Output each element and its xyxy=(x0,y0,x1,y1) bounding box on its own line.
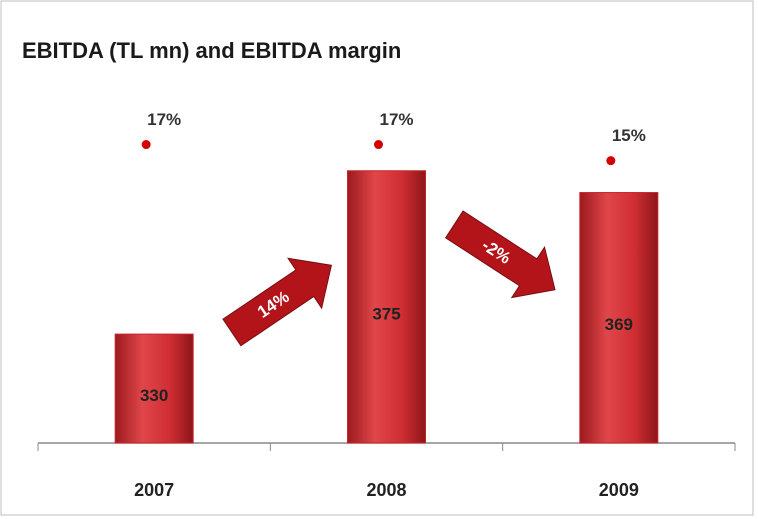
margin-dot xyxy=(373,139,384,151)
margin-dot xyxy=(605,155,617,167)
margin-label: 17% xyxy=(147,110,181,129)
margin-dot xyxy=(140,139,152,151)
x-tick-label: 2007 xyxy=(134,480,174,500)
margin-label: 15% xyxy=(612,126,646,145)
margin-label: 17% xyxy=(379,110,413,129)
x-tick-label: 2008 xyxy=(366,480,406,500)
x-tick-label: 2009 xyxy=(599,480,639,500)
bar-label: 375 xyxy=(372,304,400,323)
bar xyxy=(114,333,194,444)
bar xyxy=(579,192,659,444)
arrow-down: -2% xyxy=(444,210,556,299)
bar xyxy=(347,170,426,444)
chart-title: EBITDA (TL mn) and EBITDA margin xyxy=(22,38,401,63)
bar-label: 330 xyxy=(140,386,168,405)
bar-label: 369 xyxy=(605,315,633,334)
